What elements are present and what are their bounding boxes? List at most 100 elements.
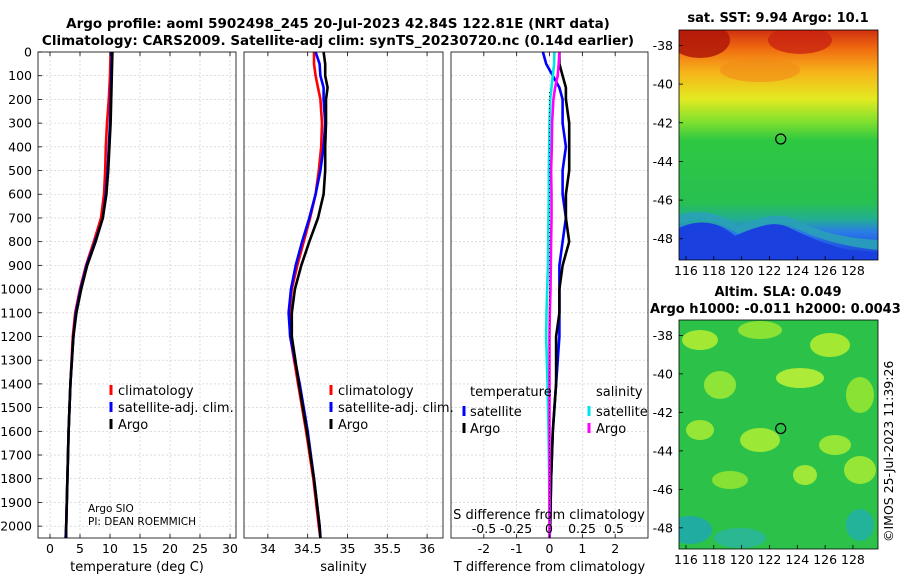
annotation-pi: PI: DEAN ROEMMICH bbox=[88, 516, 196, 528]
sla-blob bbox=[776, 368, 824, 388]
y-tick-label: 1900 bbox=[0, 495, 32, 510]
sla-blob bbox=[712, 471, 748, 489]
x-tick-label: 0 bbox=[46, 541, 54, 556]
sla-blob bbox=[793, 465, 817, 485]
y-tick-label: -40 bbox=[653, 77, 673, 92]
y-tick-label: 1600 bbox=[0, 424, 32, 439]
sst-cold-tongue bbox=[679, 222, 878, 260]
x-tick-label: 35.5 bbox=[373, 541, 401, 556]
series-line-temperature-argo bbox=[548, 52, 571, 539]
legend-title-temperature: temperature bbox=[470, 385, 552, 400]
legend-label: Argo bbox=[118, 418, 148, 433]
sla-blob bbox=[682, 330, 718, 350]
sla-blob bbox=[819, 435, 851, 455]
y-tick-label: -44 bbox=[653, 443, 673, 458]
sla-blob bbox=[846, 377, 874, 413]
x-tick-label: 30 bbox=[222, 541, 238, 556]
x-tick-label: 120 bbox=[730, 263, 754, 278]
y-tick-label: 700 bbox=[8, 210, 32, 225]
y-tick-label: 400 bbox=[8, 139, 32, 154]
sla-blob bbox=[704, 371, 736, 399]
temperature-profile-panel: 0 5 10 15 20 25 30 temperature (deg C) 0 100 200 30… bbox=[0, 45, 238, 576]
sst-warm-patch bbox=[720, 58, 800, 82]
legend-label: climatology bbox=[118, 384, 194, 399]
salinity-profile-panel: 34 34.5 35 35.5 36 salinity climatology satelli… bbox=[243, 51, 454, 575]
x2-tick-label: 0.25 bbox=[568, 521, 596, 536]
x-tick-label: 36 bbox=[419, 541, 435, 556]
sla-blob bbox=[810, 333, 850, 357]
x-tick-label: 120 bbox=[730, 552, 754, 567]
y-tick-label: -42 bbox=[653, 115, 673, 130]
legend-label: Argo bbox=[338, 418, 368, 433]
x-tick-label: 35 bbox=[340, 541, 356, 556]
x2-tick-label: 0.5 bbox=[604, 521, 624, 536]
y-tick-label: 600 bbox=[8, 187, 32, 202]
y-tick-label: 900 bbox=[8, 258, 32, 273]
x-tick-label: -1 bbox=[510, 541, 522, 556]
figure-title-line1: Argo profile: aoml 5902498_245 20-Jul-20… bbox=[66, 16, 610, 32]
x-tick-label: 126 bbox=[813, 263, 837, 278]
argo-float-marker bbox=[775, 422, 787, 435]
x-tick-label: 126 bbox=[813, 552, 837, 567]
x-tick-label: -2 bbox=[478, 541, 490, 556]
y-tick-label: 1700 bbox=[0, 448, 32, 463]
y-tick-label: 1500 bbox=[0, 400, 32, 415]
series-line-argo bbox=[290, 51, 329, 539]
x-tick-label: 10 bbox=[102, 541, 118, 556]
x-tick-label: 128 bbox=[841, 263, 865, 278]
legend-title-salinity: salinity bbox=[596, 385, 643, 400]
x-tick-label: 118 bbox=[702, 552, 726, 567]
x-tick-label: 0 bbox=[546, 541, 554, 556]
x-tick-label: 1 bbox=[578, 541, 586, 556]
sst-map-axes: 116 118 120 122 124 126 128 -38 -40 -42 -44 -46 -48 bbox=[653, 38, 865, 278]
x2-axis-label: S difference from climatology bbox=[453, 508, 645, 523]
legend-label: satellite bbox=[470, 405, 522, 420]
y-tick-label: -38 bbox=[653, 328, 673, 343]
x2-tick-label: -0.25 bbox=[500, 521, 532, 536]
sla-map-frame bbox=[678, 319, 879, 550]
y-tick-label: 1400 bbox=[0, 376, 32, 391]
x-axis-label: T difference from climatology bbox=[453, 560, 646, 575]
x-tick-label: 128 bbox=[841, 552, 865, 567]
sla-blob bbox=[846, 509, 874, 541]
sla-map-title-line1: Altim. SLA: 0.049 bbox=[715, 285, 842, 300]
legend-label: Argo bbox=[596, 422, 626, 437]
x-tick-label: 122 bbox=[758, 552, 782, 567]
series-line-satellite-adj-clim- bbox=[64, 51, 114, 539]
annotation-argo-sio: Argo SIO bbox=[88, 503, 134, 515]
x-tick-label: 124 bbox=[785, 552, 809, 567]
sst-cold-front bbox=[679, 212, 878, 250]
legend-label: satellite bbox=[596, 405, 648, 420]
y-tick-label: -42 bbox=[653, 405, 673, 420]
figure-title-line2: Climatology: CARS2009. Satellite-adj cli… bbox=[42, 33, 634, 49]
sst-warm-patch bbox=[768, 30, 832, 54]
sst-map: sat. SST: 9.94 Argo: 10.1 116 118 120 122 12… bbox=[653, 11, 879, 278]
x-tick-label: 15 bbox=[132, 541, 148, 556]
x-axis-label: salinity bbox=[320, 560, 367, 575]
y-tick-label: -46 bbox=[653, 482, 673, 497]
y-tick-label: 100 bbox=[8, 68, 32, 83]
y-tick-label: -44 bbox=[653, 154, 673, 169]
sla-anomaly-blobs bbox=[679, 321, 876, 548]
y-tick-label: 300 bbox=[8, 116, 32, 131]
sst-map-frame bbox=[678, 29, 879, 261]
y-tick-label: 500 bbox=[8, 163, 32, 178]
y-tick-label: 1200 bbox=[0, 329, 32, 344]
argo-float-marker bbox=[775, 133, 787, 145]
sst-warm-patch bbox=[679, 30, 730, 58]
x-tick-label: 116 bbox=[674, 263, 698, 278]
sla-blob bbox=[714, 528, 766, 548]
y-tick-label: 1000 bbox=[0, 282, 32, 297]
legend-label: satellite-adj. clim. bbox=[338, 401, 454, 416]
x-tick-label: 2 bbox=[611, 541, 619, 556]
x-tick-label: 34 bbox=[260, 541, 276, 556]
x-tick-label: 122 bbox=[758, 263, 782, 278]
y-tick-label: -46 bbox=[653, 193, 673, 208]
y-tick-label: 200 bbox=[8, 92, 32, 107]
x-tick-label: 20 bbox=[162, 541, 178, 556]
x-tick-label: 116 bbox=[674, 552, 698, 567]
plot-frame bbox=[37, 51, 237, 539]
y-tick-label: -48 bbox=[653, 520, 673, 535]
sst-map-title: sat. SST: 9.94 Argo: 10.1 bbox=[687, 11, 868, 26]
